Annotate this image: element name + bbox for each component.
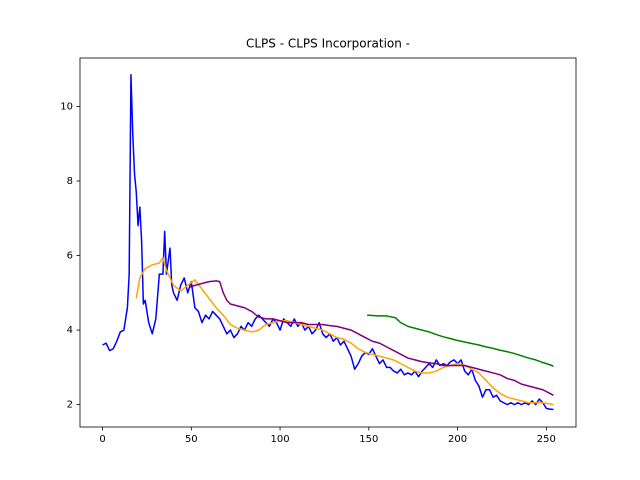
y-tick-label: 6 [67, 251, 73, 262]
x-tick-label: 200 [448, 434, 467, 445]
y-tick-label: 2 [67, 400, 73, 411]
y-tick-label: 4 [67, 325, 73, 336]
plot-frame [79, 57, 577, 428]
chart-title: CLPS - CLPS Incorporation - [246, 37, 410, 51]
price-line [102, 74, 554, 411]
x-tick-label: 100 [271, 434, 290, 445]
x-tick-label: 150 [359, 434, 378, 445]
x-tick-label: 250 [537, 434, 556, 445]
x-tick-label: 0 [99, 434, 105, 445]
x-tick-label: 50 [185, 434, 198, 445]
y-tick-label: 10 [60, 101, 73, 112]
y-tick-label: 8 [67, 176, 73, 187]
price-line [189, 280, 554, 396]
price-line [367, 314, 554, 367]
price-line [135, 256, 554, 406]
